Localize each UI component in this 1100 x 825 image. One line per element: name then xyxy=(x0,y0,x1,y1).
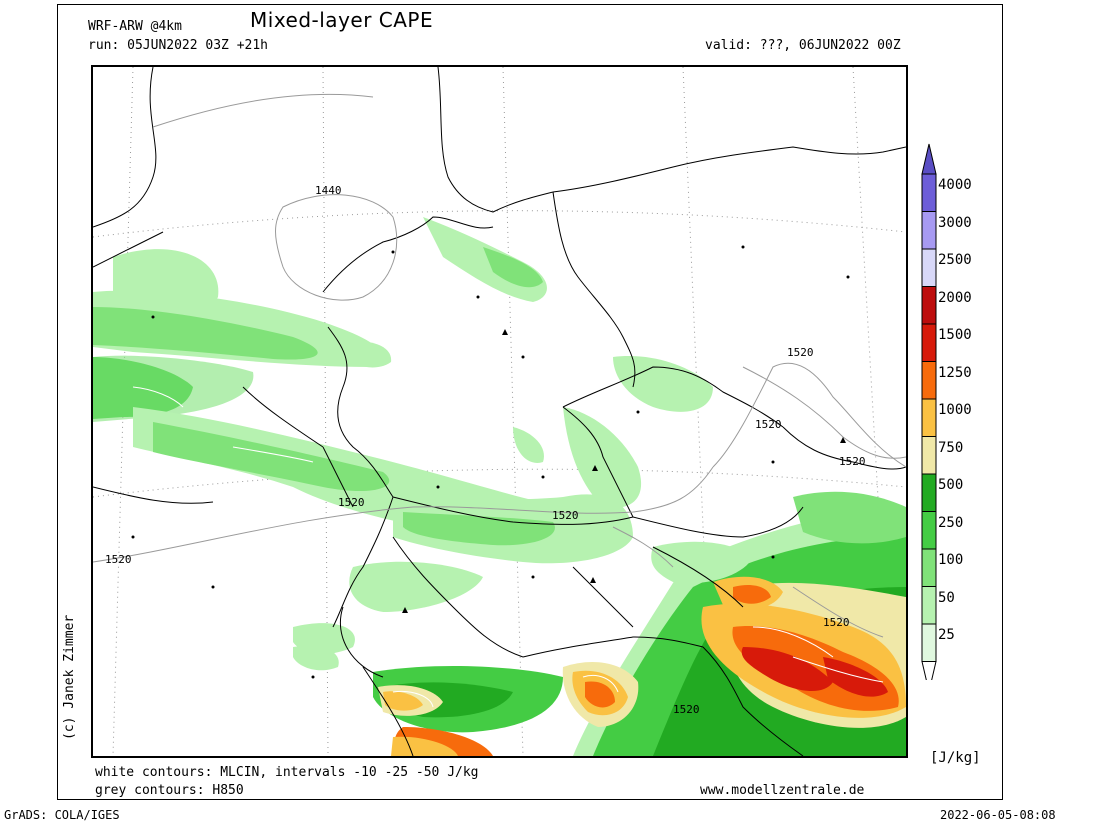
contour-label-1520: 1520 xyxy=(755,418,782,431)
legend-swatch xyxy=(921,248,937,287)
legend-level-label: 500 xyxy=(938,477,964,493)
contour-label-1520: 1520 xyxy=(839,455,866,468)
contour-label-1520: 1520 xyxy=(787,346,814,359)
legend-swatch xyxy=(921,211,937,250)
legend-swatch xyxy=(921,586,937,625)
legend-swatch xyxy=(921,398,937,437)
website-label: www.modellzentrale.de xyxy=(700,783,865,798)
model-label: WRF-ARW @4km xyxy=(88,19,182,34)
h850-contours xyxy=(93,93,906,638)
h850-note: grey contours: H850 xyxy=(95,783,244,798)
map-canvas xyxy=(93,67,906,756)
legend-level-label: 1250 xyxy=(938,364,972,381)
legend-swatch xyxy=(921,323,937,362)
contour-label-1520: 1520 xyxy=(823,616,850,629)
contour-label-1520: 1520 xyxy=(673,703,700,716)
cape-shading-high xyxy=(373,491,906,756)
contour-label-1440: 1440 xyxy=(315,184,342,197)
plot-frame xyxy=(57,4,1003,800)
mlcin-note: white contours: MLCIN, intervals -10 -25… xyxy=(95,765,479,780)
borders xyxy=(93,67,906,756)
cape-legend xyxy=(921,143,937,680)
run-label: run: 05JUN2022 03Z +21h xyxy=(88,38,269,53)
legend-level-label: 1000 xyxy=(938,402,972,418)
legend-level-label: 25 xyxy=(938,627,955,643)
legend-level-label: 3000 xyxy=(938,214,972,231)
cape-shading-low xyxy=(93,217,713,671)
mlcin-contours xyxy=(132,386,884,708)
legend-swatch xyxy=(921,473,937,512)
legend-swatch xyxy=(921,173,937,212)
city-markers xyxy=(131,245,850,679)
legend-unit: [J/kg] xyxy=(930,750,981,766)
legend-level-label: 1500 xyxy=(938,327,972,343)
valid-label: valid: ???, 06JUN2022 00Z xyxy=(705,38,901,53)
software-label: GrADS: COLA/IGES xyxy=(4,808,120,822)
legend-swatch xyxy=(921,361,937,400)
legend-swatch xyxy=(921,623,937,662)
legend-level-label: 50 xyxy=(938,589,955,606)
contour-label-1520: 1520 xyxy=(552,509,579,522)
legend-swatch xyxy=(921,436,937,475)
legend-level-label: 250 xyxy=(938,514,964,531)
legend-top-arrow xyxy=(921,143,937,175)
legend-level-label: 2000 xyxy=(938,289,972,306)
map-panel: 1440 1520 1520 1520 1520 1520 1520 1520 … xyxy=(91,65,908,758)
timestamp-label: 2022-06-05-08:08 xyxy=(940,808,1056,822)
author-credit: (c) Janek Zimmer xyxy=(62,614,77,740)
legend-swatch xyxy=(921,548,937,587)
legend-level-label: 100 xyxy=(938,552,964,568)
legend-level-label: 2500 xyxy=(938,252,972,268)
legend-level-label: 4000 xyxy=(938,177,972,193)
legend-swatch xyxy=(921,286,937,325)
contour-label-1520: 1520 xyxy=(338,496,365,509)
contour-label-1520: 1520 xyxy=(105,553,132,566)
legend-level-label: 750 xyxy=(938,439,964,456)
legend-bottom-arrow xyxy=(921,661,937,680)
legend-swatch xyxy=(921,511,937,550)
map-title: Mixed-layer CAPE xyxy=(250,8,434,32)
